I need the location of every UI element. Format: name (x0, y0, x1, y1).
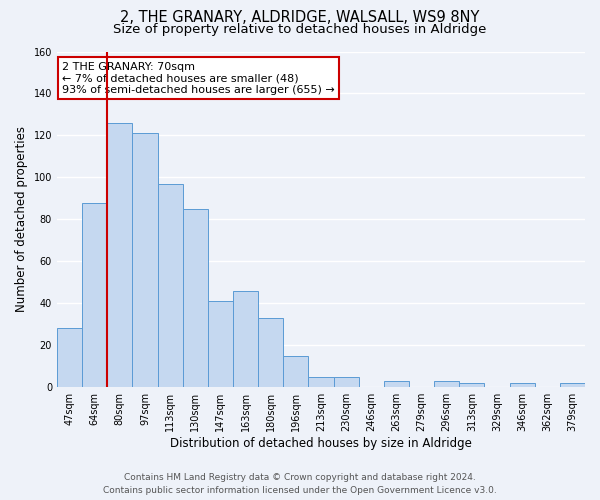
Bar (560, 383, 585, 387)
Bar (308, 376, 334, 387)
Bar (133, 134, 158, 387)
Bar (384, 381, 409, 387)
Bar (82, 202, 107, 387)
X-axis label: Distribution of detached houses by size in Aldridge: Distribution of detached houses by size … (170, 437, 472, 450)
Text: 2, THE GRANARY, ALDRIDGE, WALSALL, WS9 8NY: 2, THE GRANARY, ALDRIDGE, WALSALL, WS9 8… (121, 10, 479, 25)
Bar (434, 381, 459, 387)
Bar (107, 123, 133, 387)
Bar (283, 356, 308, 387)
Y-axis label: Number of detached properties: Number of detached properties (15, 126, 28, 312)
Bar (258, 318, 283, 387)
Text: Size of property relative to detached houses in Aldridge: Size of property relative to detached ho… (113, 22, 487, 36)
Text: 2 THE GRANARY: 70sqm
← 7% of detached houses are smaller (48)
93% of semi-detach: 2 THE GRANARY: 70sqm ← 7% of detached ho… (62, 62, 335, 95)
Bar (509, 383, 535, 387)
Bar (459, 383, 484, 387)
Bar (158, 184, 182, 387)
Text: Contains HM Land Registry data © Crown copyright and database right 2024.
Contai: Contains HM Land Registry data © Crown c… (103, 473, 497, 495)
Bar (208, 301, 233, 387)
Bar (233, 290, 258, 387)
Bar (334, 376, 359, 387)
Bar (57, 328, 82, 387)
Bar (182, 209, 208, 387)
